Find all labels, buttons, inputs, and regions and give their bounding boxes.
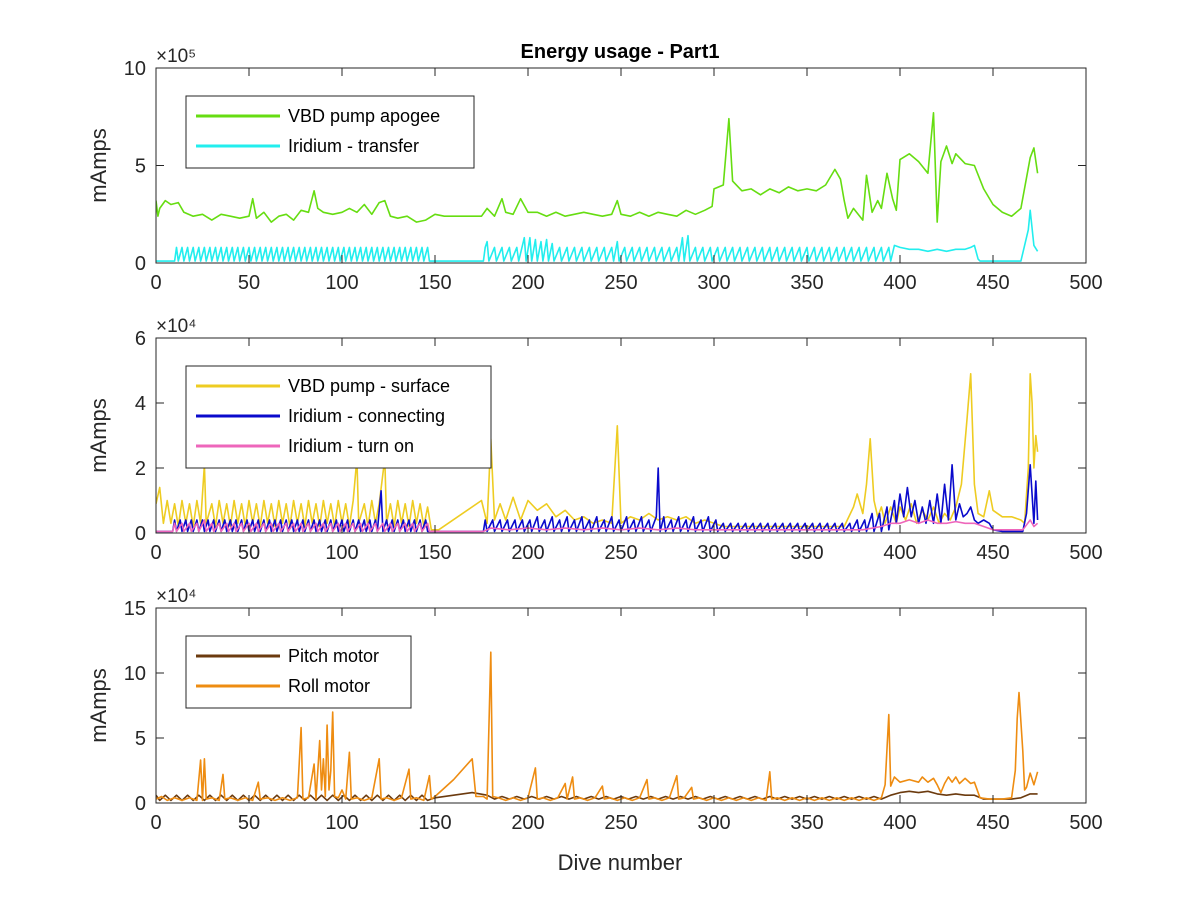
- x-axis-label: Dive number: [558, 850, 683, 875]
- y-tick-label: 6: [135, 328, 146, 350]
- x-tick-label: 0: [150, 272, 161, 294]
- y-tick-label: 10: [124, 58, 146, 80]
- x-tick-label: 200: [511, 272, 544, 294]
- y-axis-label: mAmps: [86, 668, 111, 743]
- x-tick-label: 0: [150, 542, 161, 564]
- y-exponent-label: ×10⁵: [156, 46, 196, 67]
- legend: VBD pump - surface Iridium - connecting Ir…: [185, 365, 492, 469]
- y-tick-label: 4: [135, 393, 146, 415]
- subplot-1: 0 50 100 150 200 250 300 350 400 450 500 0 5 10 ×10⁵ mA…: [86, 46, 1103, 294]
- x-tick-label: 150: [418, 542, 451, 564]
- legend: Pitch motor Roll motor: [185, 635, 412, 709]
- x-tick-label: 450: [976, 542, 1009, 564]
- x-tick-label: 350: [790, 812, 823, 834]
- y-tick-label: 10: [124, 663, 146, 685]
- x-tick-label: 400: [883, 272, 916, 294]
- x-tick-label: 50: [238, 272, 260, 294]
- y-tick-label: 0: [135, 523, 146, 545]
- x-tick-label: 100: [325, 812, 358, 834]
- x-tick-label: 500: [1069, 812, 1102, 834]
- y-tick-label: 2: [135, 458, 146, 480]
- figure-title: Energy usage - Part1: [521, 41, 720, 63]
- series-line-iridium-transfer: [156, 209, 1039, 262]
- y-exponent-label: ×10⁴: [156, 586, 196, 607]
- x-tick-label: 50: [238, 542, 260, 564]
- x-tick-label: 300: [697, 812, 730, 834]
- legend-entry-label: VBD pump apogee: [288, 106, 440, 126]
- x-tick-label: 150: [418, 272, 451, 294]
- y-tick-label: 5: [135, 156, 146, 178]
- legend-entry-label: VBD pump - surface: [288, 376, 450, 396]
- x-tick-label: 350: [790, 542, 823, 564]
- y-tick-label: 5: [135, 728, 146, 750]
- x-tick-label: 450: [976, 812, 1009, 834]
- subplot-3: 0 50 100 150 200 250 300 350 400 450 500 0 5 10 15 ×10⁴…: [86, 586, 1103, 834]
- x-tick-label: 500: [1069, 542, 1102, 564]
- x-tick-label: 200: [511, 812, 544, 834]
- x-tick-label: 300: [697, 542, 730, 564]
- legend-entry-label: Iridium - turn on: [288, 436, 414, 456]
- legend-entry-label: Roll motor: [288, 676, 370, 696]
- legend-box: [185, 635, 412, 709]
- y-tick-label: 15: [124, 598, 146, 620]
- y-axis-label: mAmps: [86, 128, 111, 203]
- legend-entry-label: Pitch motor: [288, 646, 379, 666]
- series-line-iridium-turn-on: [156, 519, 1039, 533]
- x-tick-label: 150: [418, 812, 451, 834]
- x-tick-label: 250: [604, 542, 637, 564]
- legend-entry-label: Iridium - connecting: [288, 406, 445, 426]
- x-tick-label: 100: [325, 542, 358, 564]
- series-line-roll-motor: [156, 651, 1039, 802]
- x-tick-label: 250: [604, 812, 637, 834]
- y-exponent-label: ×10⁴: [156, 316, 196, 337]
- x-tick-label: 50: [238, 812, 260, 834]
- x-tick-label: 400: [883, 542, 916, 564]
- subplot-2: 0 50 100 150 200 250 300 350 400 450 500 0 2 4 6 ×10⁴ mA…: [86, 316, 1103, 564]
- x-tick-label: 350: [790, 272, 823, 294]
- x-tick-label: 100: [325, 272, 358, 294]
- y-tick-label: 0: [135, 793, 146, 815]
- subplot-panels: 0 50 100 150 200 250 300 350 400 450 5000510×10⁵mA…: [86, 46, 1103, 834]
- legend-entry-label: Iridium - transfer: [288, 136, 419, 156]
- x-tick-label: 300: [697, 272, 730, 294]
- series-line-vbd-pump-surface: [156, 373, 1039, 531]
- x-tick-label: 400: [883, 812, 916, 834]
- y-axis-label: mAmps: [86, 398, 111, 473]
- y-tick-label: 0: [135, 253, 146, 275]
- x-tick-label: 200: [511, 542, 544, 564]
- x-tick-label: 250: [604, 272, 637, 294]
- series-line-vbd-pump-apogee: [156, 112, 1039, 223]
- x-tick-label: 500: [1069, 272, 1102, 294]
- x-tick-label: 0: [150, 812, 161, 834]
- x-tick-label: 450: [976, 272, 1009, 294]
- legend-box: [185, 95, 475, 169]
- legend: VBD pump apogee Iridium - transfer: [185, 95, 475, 169]
